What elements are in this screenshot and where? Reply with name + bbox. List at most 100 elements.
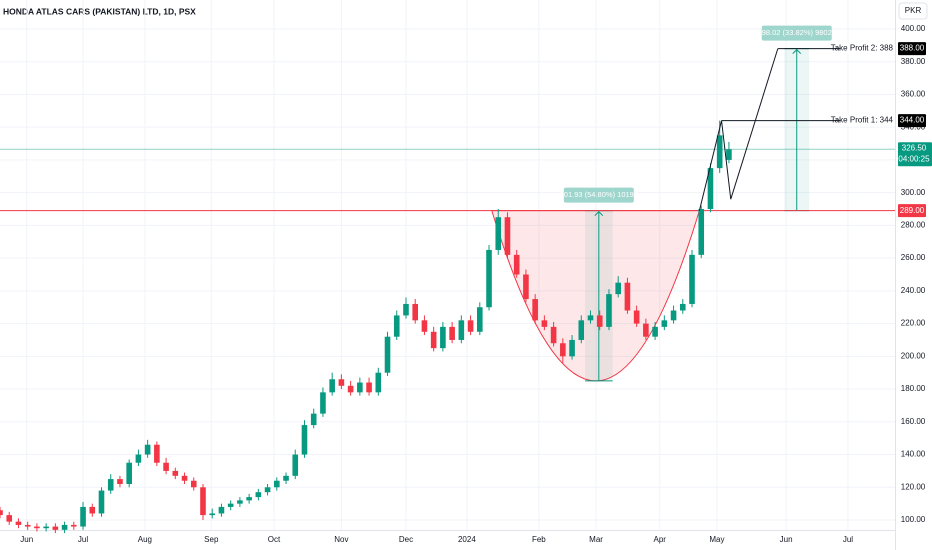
measure-label-box: [761, 25, 832, 41]
x-tick-label: May: [709, 535, 724, 544]
y-tick-label: 400.00: [901, 24, 926, 33]
candle-body: [61, 524, 68, 530]
x-tick-label: Apr: [653, 535, 666, 544]
currency[interactable]: PKR: [905, 6, 922, 15]
candle-body: [606, 294, 612, 327]
candle-body: [689, 254, 695, 304]
candle-body: [421, 320, 428, 332]
x-tick-label: Jul: [78, 535, 88, 544]
x-tick-label: Nov: [334, 535, 348, 544]
candle-body: [569, 339, 575, 357]
x-tick-label: Dec: [399, 535, 413, 544]
candle-body: [338, 379, 345, 386]
y-tick-label: 280.00: [901, 220, 926, 229]
candle-body: [218, 506, 225, 514]
candle-body: [227, 503, 234, 507]
candle-body: [430, 331, 437, 349]
axes: 100.00 120.00 140.00 160.00 180.00 200.00 220.…: [20, 24, 932, 544]
x-tick-label: 2024: [458, 535, 476, 544]
x-tick-label: Feb: [532, 535, 546, 544]
candle-body: [661, 320, 668, 327]
candle-body: [283, 475, 289, 481]
price-tag: [898, 142, 932, 167]
candle-body: [726, 149, 732, 160]
candle-body: [541, 320, 548, 327]
candle-body: [6, 515, 13, 522]
price-tag: [898, 42, 926, 56]
measure-label-box: [563, 187, 634, 203]
candle-body: [587, 315, 594, 321]
candle-body: [375, 372, 382, 393]
candle-body: [107, 479, 114, 491]
y-tick-label: 180.00: [901, 384, 926, 393]
candle-body: [144, 444, 151, 455]
measure-label: 98.02 (33.82%) 9802: [762, 28, 832, 37]
candle-body: [71, 524, 77, 527]
candle-body: [596, 315, 603, 327]
take-profit-label: Take Profit 2: 388: [831, 44, 894, 53]
take-profit-label-bg: [840, 42, 895, 55]
candle-body: [15, 521, 22, 525]
candle-body: [172, 470, 179, 476]
measure-arrowhead: [594, 210, 604, 217]
price-tag-label: 326.50: [902, 143, 927, 152]
y-tick-label: 240.00: [901, 286, 926, 295]
candle-body: [347, 385, 354, 393]
candle-body: [532, 299, 538, 321]
x-tick-label: Mar: [589, 535, 603, 544]
price-tag-label: 388.00: [900, 44, 925, 53]
candle-body: [679, 303, 686, 311]
candle-body: [163, 462, 169, 471]
candle-body: [716, 135, 723, 169]
candle-body: [80, 506, 86, 527]
candle-body: [707, 168, 714, 210]
y-tick-label: 300.00: [901, 188, 926, 197]
take-profit-label-bg: [840, 114, 895, 127]
candle-body: [486, 249, 492, 308]
candle-body: [200, 487, 206, 516]
candle-body: [43, 526, 49, 529]
y-tick-label: 120.00: [901, 482, 926, 491]
candle-body: [329, 379, 335, 393]
price-tag-label: 289.00: [900, 206, 925, 215]
candle-body: [24, 524, 31, 527]
candle-body: [615, 282, 621, 295]
candle-body: [652, 326, 658, 337]
y-tick-label: 220.00: [901, 319, 926, 328]
candle-body: [560, 343, 566, 357]
candle-body: [292, 454, 299, 476]
x-tick-label: Oct: [268, 535, 281, 544]
candle-body: [310, 413, 317, 426]
y-tick-label: 260.00: [901, 253, 926, 262]
candle-body: [209, 513, 216, 516]
measure-label: 101.93 (54.80%) 10193: [560, 190, 638, 199]
candle-body: [643, 323, 649, 337]
candle-body: [440, 326, 446, 349]
candle-body: [495, 217, 502, 250]
plot: 101.93 (54.80%) 10193 98.02 (33.82%) 9802…: [0, 25, 895, 534]
candle-body: [135, 454, 142, 463]
candle-body: [89, 506, 96, 514]
candle-body: [504, 217, 511, 255]
cup-pattern: [491, 210, 701, 382]
currency-button[interactable]: [898, 2, 928, 20]
x-tick-label: Aug: [138, 535, 152, 544]
x-tick-label: Jun: [20, 535, 33, 544]
y-tick-label: 360.00: [901, 90, 926, 99]
price-tag: [898, 114, 926, 128]
candle-body: [513, 254, 520, 275]
candle-body: [117, 479, 123, 485]
candle-body: [357, 382, 363, 393]
y-tick-label: 200.00: [901, 351, 926, 360]
countdown: 04:00:25: [898, 154, 930, 163]
y-tick-label: 100.00: [901, 515, 926, 524]
candle-body: [624, 282, 631, 311]
x-tick-label: Jul: [843, 535, 853, 544]
candle-body: [154, 444, 160, 463]
candle-body: [412, 303, 419, 321]
candle-body: [301, 425, 308, 455]
y-tick-label: 140.00: [901, 450, 926, 459]
candle-body: [246, 497, 252, 501]
candle-body: [320, 392, 326, 414]
